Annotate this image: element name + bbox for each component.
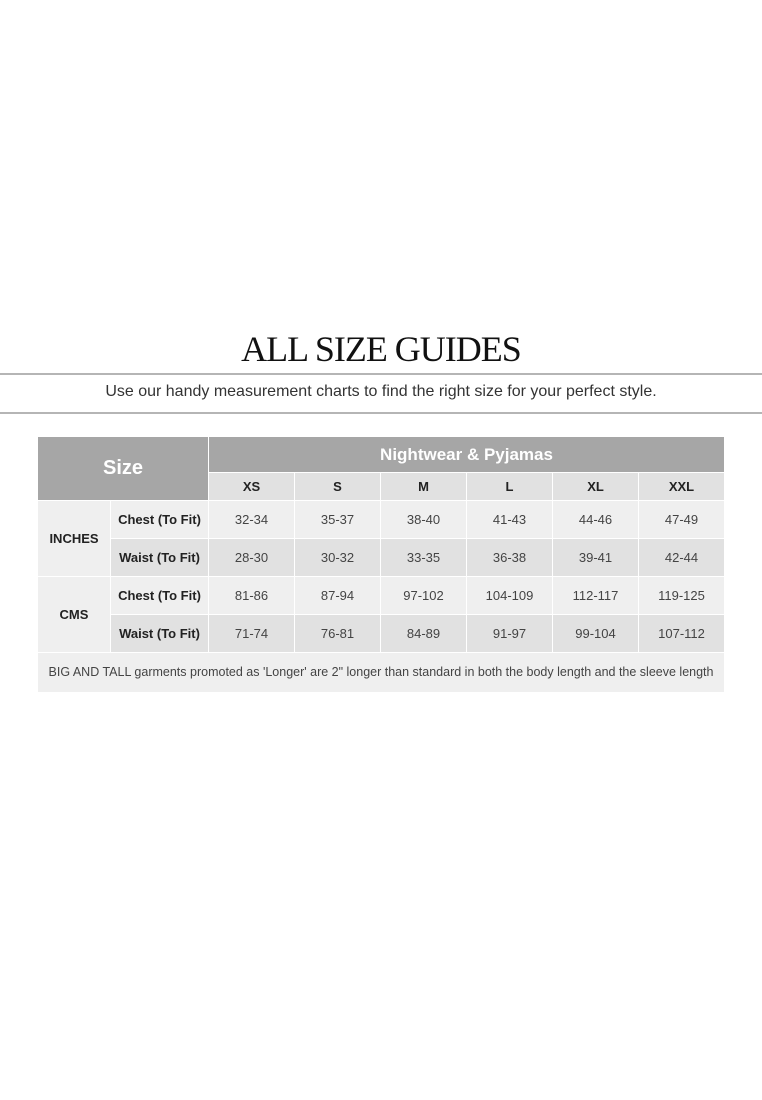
measurement-label: Chest (To Fit): [110, 576, 209, 615]
measurement-value: 97-102: [380, 576, 467, 615]
size-column-header: XL: [552, 472, 639, 501]
measurement-value: 47-49: [638, 500, 725, 539]
measurement-value: 33-35: [380, 538, 467, 577]
unit-label: CMS: [37, 576, 111, 653]
divider: [0, 412, 762, 414]
measurement-value: 107-112: [638, 614, 725, 653]
measurement-value: 42-44: [638, 538, 725, 577]
table-row: Waist (To Fit) 28-30 30-32 33-35 36-38 39-41 4…: [38, 538, 725, 577]
size-column-header: L: [466, 472, 553, 501]
measurement-value: 112-117: [552, 576, 639, 615]
size-column-header: XS: [208, 472, 295, 501]
measurement-value: 104-109: [466, 576, 553, 615]
size-header: Size: [37, 436, 209, 501]
measurement-value: 71-74: [208, 614, 295, 653]
measurement-value: 28-30: [208, 538, 295, 577]
measurement-value: 38-40: [380, 500, 467, 539]
table-row: CMS Chest (To Fit) 81-86 87-94 97-102 104-109…: [37, 576, 725, 653]
size-column-header: S: [294, 472, 381, 501]
measurement-value: 99-104: [552, 614, 639, 653]
measurement-value: 41-43: [466, 500, 553, 539]
size-guide-table: Size Nightwear & Pyjamas XS S M L XL XXL INCH…: [37, 436, 725, 693]
table-row: Waist (To Fit) 71-74 76-81 84-89 91-97 99-104…: [38, 614, 725, 653]
size-column-header: M: [380, 472, 467, 501]
measurement-value: 87-94: [294, 576, 381, 615]
measurement-value: 91-97: [466, 614, 553, 653]
measurement-value: 119-125: [638, 576, 725, 615]
table-row: INCHES Chest (To Fit) 32-34 35-37 38-40 41-43…: [37, 500, 725, 577]
page-title: ALL SIZE GUIDES: [241, 329, 522, 369]
measurement-value: 44-46: [552, 500, 639, 539]
category-header: Nightwear & Pyjamas: [208, 436, 725, 473]
measurement-value: 84-89: [380, 614, 467, 653]
measurement-value: 36-38: [466, 538, 553, 577]
measurement-value: 39-41: [552, 538, 639, 577]
measurement-value: 35-37: [294, 500, 381, 539]
measurement-value: 81-86: [208, 576, 295, 615]
measurement-label: Chest (To Fit): [110, 500, 209, 539]
divider: [0, 373, 762, 375]
measurement-label: Waist (To Fit): [110, 538, 209, 577]
measurement-label: Waist (To Fit): [110, 614, 209, 653]
measurement-value: 76-81: [294, 614, 381, 653]
measurement-value: 32-34: [208, 500, 295, 539]
size-column-header: XXL: [638, 472, 725, 501]
unit-label: INCHES: [37, 500, 111, 577]
table-note: BIG AND TALL garments promoted as 'Longe…: [37, 652, 725, 693]
page-subtitle: Use our handy measurement charts to find…: [105, 383, 657, 400]
measurement-value: 30-32: [294, 538, 381, 577]
